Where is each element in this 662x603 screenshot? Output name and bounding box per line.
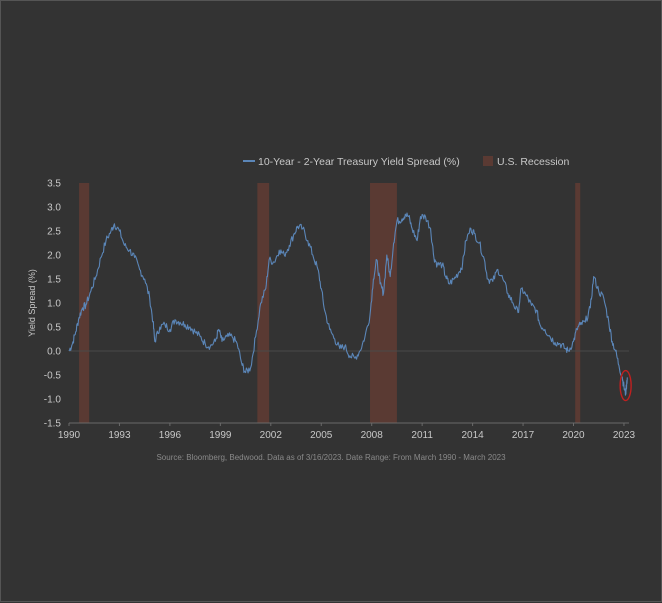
y-tick-label: 3.5 (47, 179, 61, 190)
x-tick-label: 2005 (310, 430, 333, 441)
x-tick-label: 2020 (562, 430, 585, 441)
recession-band (257, 183, 270, 423)
x-tick-label: 2017 (512, 430, 535, 441)
y-tick-label: -1.0 (44, 395, 62, 406)
y-tick-label: 0.0 (47, 347, 61, 358)
highlight-ellipse (619, 369, 632, 402)
y-axis-label: Yield Spread (%) (27, 269, 37, 337)
source-note: Source: Bloomberg, Bedwood. Data as of 3… (156, 453, 506, 462)
legend-label-yield-spread: 10-Year - 2-Year Treasury Yield Spread (… (258, 156, 460, 168)
recession-band (370, 183, 397, 423)
y-tick-label: 1.0 (47, 299, 61, 310)
y-tick-label: 0.5 (47, 323, 61, 334)
y-tick-label: 3.0 (47, 203, 61, 214)
x-tick-label: 2011 (411, 430, 433, 441)
x-tick-label: 2002 (260, 430, 283, 441)
x-tick-label: 1996 (159, 430, 182, 441)
legend-label-recession: U.S. Recession (497, 156, 570, 168)
recession-band (575, 183, 581, 423)
legend-recession-swatch (483, 156, 493, 166)
yield-spread-line (68, 212, 628, 396)
x-tick-label: 1990 (58, 430, 81, 441)
x-tick-label: 1999 (209, 430, 232, 441)
x-tick-label: 2023 (613, 430, 636, 441)
y-tick-label: -0.5 (44, 371, 62, 382)
y-tick-label: 2.5 (47, 227, 61, 238)
y-tick-label: 2.0 (47, 251, 61, 262)
x-tick-label: 2014 (461, 430, 484, 441)
x-tick-label: 1993 (108, 430, 131, 441)
y-tick-label: -1.5 (44, 419, 62, 430)
y-tick-label: 1.5 (47, 275, 61, 286)
x-tick-label: 2008 (361, 430, 384, 441)
